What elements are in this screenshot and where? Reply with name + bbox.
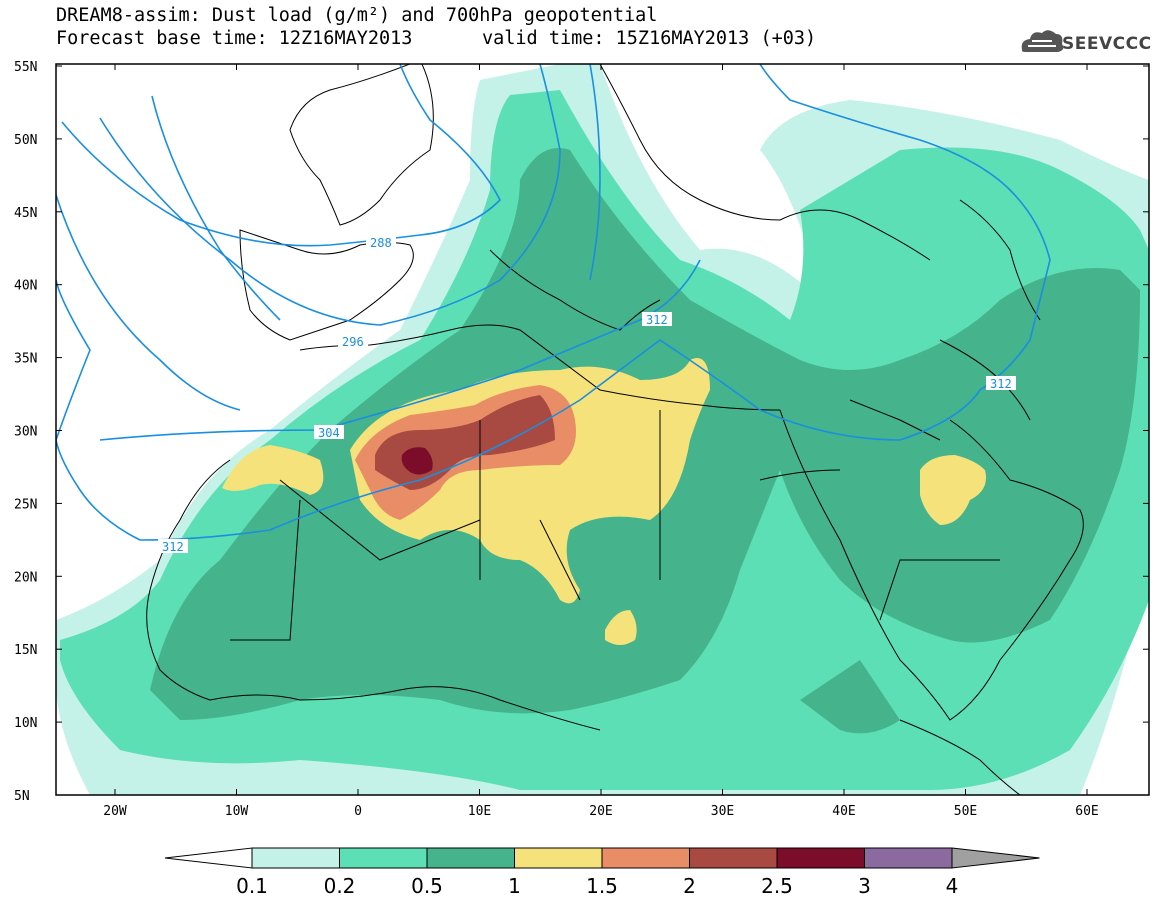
contour-label: 312 [990,377,1012,391]
dust-level-1-sahel [605,610,637,645]
longitude-label: 30E [711,804,734,819]
colorbar-label: 1.5 [586,874,618,898]
dust-fields [56,64,1149,795]
latitude-label: 10N [14,716,37,731]
dust-level-1-west [222,445,324,495]
latitude-label: 30N [14,425,37,440]
longitude-label: 60E [1075,804,1098,819]
latitude-label: 45N [14,206,37,221]
latitude-label: 35N [14,352,37,367]
contour-label: 312 [162,540,184,554]
latitude-label: 20N [14,570,37,585]
latitude-axis: 55N 50N 45N 40N 35N 30N 25N 20N 15N 10N 5N [14,60,1149,804]
colorbar-low-arrow [164,847,253,869]
colorbar-bin [426,847,515,869]
contour-label: 304 [318,426,340,440]
longitude-label: 40E [832,804,855,819]
longitude-label: 10E [468,804,491,819]
valid-time: valid time: 15Z16MAY2013 (+03) [482,28,817,49]
contour-label: 296 [342,335,364,349]
latitude-label: 55N [14,60,37,75]
colorbar-label: 4 [946,874,959,898]
colorbar: 0.1 0.2 0.5 1 1.5 2 2.5 3 4 [164,847,1040,898]
longitude-label: 20E [589,804,612,819]
colorbar-bin [689,847,778,869]
forecast-base-time: Forecast base time: 12Z16MAY2013 [56,28,413,49]
colorbar-bin [864,847,953,869]
colorbar-label: 2.5 [761,874,793,898]
longitude-label: 0 [354,804,362,819]
colorbar-label: 0.2 [324,874,356,898]
latitude-label: 25N [14,497,37,512]
longitude-label: 50E [954,804,977,819]
longitude-label: 10W [225,804,249,819]
colorbar-high-arrow [951,847,1040,869]
dust-level-1-arabia [920,455,986,525]
colorbar-label: 0.1 [236,874,268,898]
latitude-label: 5N [14,789,30,804]
logo-text: SEEVCCC [1062,34,1152,54]
map-frame [55,63,1150,796]
colorbar-label: 1 [508,874,521,898]
colorbar-bin [514,847,603,869]
contour-label: 312 [646,313,668,327]
longitude-label: 20W [103,804,127,819]
longitude-axis: 20W 10W 0 10E 20E 30E 40E 50E 60E [103,64,1099,819]
latitude-label: 50N [14,133,37,148]
colorbar-label: 3 [858,874,871,898]
map-title: DREAM8-assim: Dust load (g/m²) and 700hP… [56,5,658,26]
latitude-label: 15N [14,643,37,658]
contour-label: 288 [370,236,392,250]
colorbar-label: 0.5 [411,874,443,898]
colorbar-bin [776,847,865,869]
colorbar-bin [601,847,690,869]
colorbar-bin [251,847,340,869]
colorbar-bin [339,847,428,869]
cloud-icon [1021,30,1064,52]
dust-level-2.5 [401,447,433,475]
contour-labels: 288 296 304 312 312 312 [158,235,1016,554]
coastlines [146,64,1084,795]
latitude-label: 40N [14,279,37,294]
dust-level-0.5-east [800,660,900,734]
colorbar-label: 2 [683,874,696,898]
